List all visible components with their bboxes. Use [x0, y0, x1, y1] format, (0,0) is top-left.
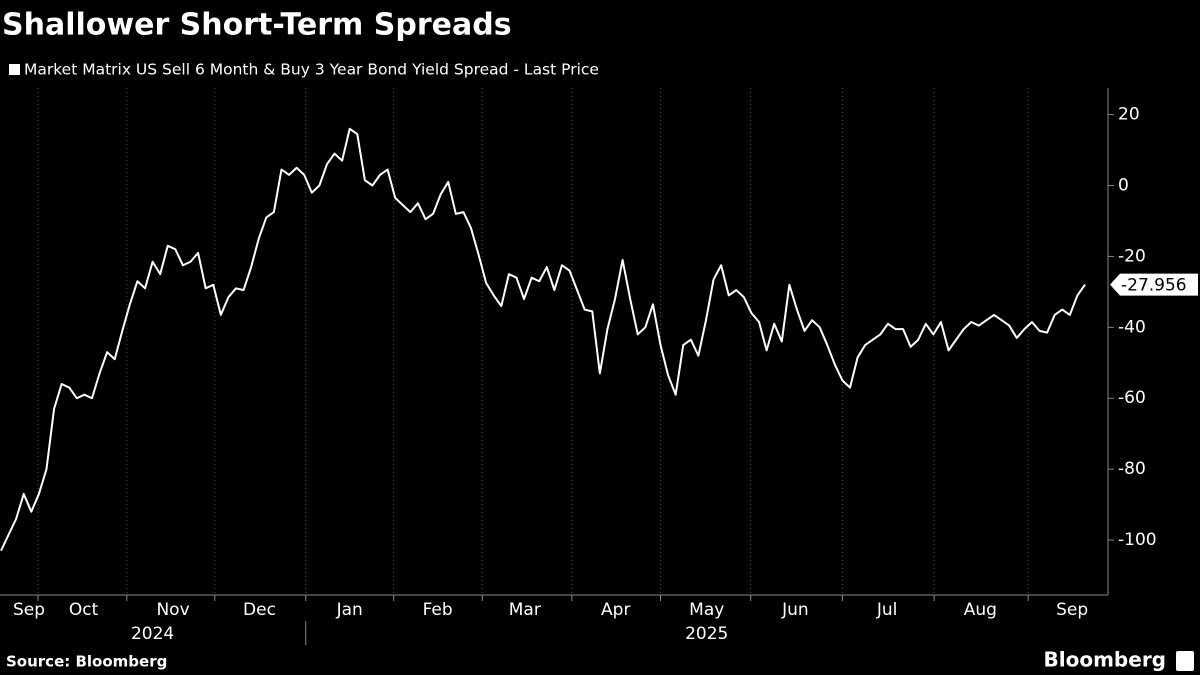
x-tick-label: Mar — [509, 600, 541, 620]
x-tick-label: Jan — [336, 600, 363, 620]
x-tick-label: Aug — [964, 600, 997, 620]
y-tick-label: -60 — [1118, 388, 1146, 408]
legend-label: Market Matrix US Sell 6 Month & Buy 3 Ye… — [24, 61, 599, 79]
x-tick-label: Dec — [243, 600, 276, 620]
y-tick-label: -40 — [1118, 317, 1146, 337]
chart-title: Shallower Short-Term Spreads — [2, 8, 512, 43]
legend-swatch — [9, 64, 20, 75]
x-tick-label: Oct — [69, 600, 99, 620]
y-tick-label: -80 — [1118, 459, 1146, 479]
x-year-label: 2024 — [131, 624, 174, 644]
x-tick-label: Sep — [1056, 600, 1088, 620]
x-year-label: 2025 — [685, 624, 728, 644]
y-tick-label: 20 — [1118, 105, 1140, 125]
x-tick-label: Sep — [13, 600, 45, 620]
x-tick-label: Nov — [156, 600, 189, 620]
series-line — [0, 127, 1086, 552]
last-value-label: -27.956 — [1121, 276, 1187, 296]
x-tick-label: May — [689, 600, 724, 620]
x-tick-label: Apr — [601, 600, 630, 620]
y-tick-label: -100 — [1118, 530, 1157, 550]
last-value-tag — [1110, 273, 1198, 296]
y-tick-label: -20 — [1118, 246, 1146, 266]
brand: Bloomberg — [1044, 648, 1166, 672]
source: Source: Bloomberg — [6, 653, 167, 671]
y-tick-label: 0 — [1118, 176, 1129, 196]
x-tick-label: Jul — [876, 600, 898, 620]
x-tick-label: Jun — [781, 600, 809, 620]
x-tick-label: Feb — [423, 600, 453, 620]
brand-icon — [1176, 651, 1194, 671]
